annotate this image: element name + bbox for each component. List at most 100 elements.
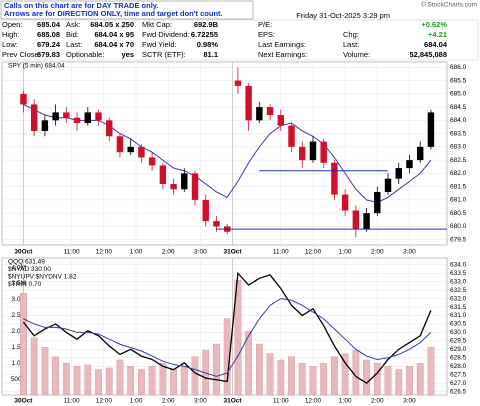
volume-bar [406,366,413,396]
field-value: 684.04 x 95 [94,30,134,39]
candle-body [63,112,70,118]
panel-legend: $NYUPV:$NYDNV 1.82 [8,274,77,281]
plot-area [1,61,448,246]
y-tick-label: 1.5M [12,344,26,351]
note: Arrows are for DIRECTION ONLY, time and … [4,9,223,18]
y-tick-label: 680.5 [450,210,467,217]
y-tick-label: 626.5 [450,388,467,395]
x-tick-label: 3:00 [403,398,416,405]
volume-bar [148,366,156,396]
y-tick-label: 628.0 [450,363,467,370]
field-value: 679.24 [37,40,61,49]
x-tick-label: 1:00 [339,249,352,256]
x-tick-label: 11:00 [64,249,80,256]
field-value: 684.04 [424,40,448,49]
y-tick-label: 682.0 [450,170,467,177]
x-tick-label: 2:00 [162,249,175,256]
volume-bar [223,318,231,396]
field-label: Fwd Dividend: [142,30,190,39]
field-value: 692.9B [194,20,219,29]
y-tick-label: 1.0M [12,360,26,367]
volume-bar [245,331,252,396]
candle-body [427,112,435,147]
panel-legend: $NYAD 330.00 [8,266,51,273]
field-label: Last: [66,40,82,49]
x-tick-label: 3:00 [194,398,207,405]
y-tick-label: 631.0 [450,312,467,319]
volume-bar [116,359,124,396]
field-value: yes [121,50,134,59]
note-box [0,0,254,20]
y-tick-label: 629.5 [450,338,467,345]
candle-body [116,136,124,153]
field-label: Fwd Yield: [142,40,177,49]
candle-body [395,168,402,179]
candle-body [341,194,349,211]
y-tick-label: 679.5 [450,236,467,243]
candle-body [331,162,338,195]
volume-bar [127,366,135,396]
volume-bar [73,366,81,396]
candle-body [127,146,134,153]
x-tick-label: 2:00 [371,398,384,405]
candle-body [352,210,360,230]
panel-legend: QQQ 631.49 [8,259,45,266]
candle-body [30,104,38,131]
candle-body [416,146,424,161]
field-value: 685.04 [37,20,61,29]
x-tick-label: 12:00 [96,398,113,405]
volume-bar [288,356,295,396]
field-value: 684.05 x 250 [90,20,134,29]
candle-body [309,141,317,161]
field-value: 6.72255 [191,30,218,39]
candle-body [202,199,209,222]
y-tick-label: 633.0 [450,278,467,285]
y-tick-label: 682.5 [450,157,467,164]
x-tick-label: 12:00 [96,249,113,256]
field-value: 679.83 [37,50,60,59]
date: Friday 31-Oct-2025 3:29 pm [296,11,390,20]
candle-body [374,191,381,214]
candle-body [41,120,49,131]
y-tick-label: 630.5 [450,321,467,328]
field-value: 684.04 x 70 [94,40,134,49]
volume-bar [427,347,435,396]
candle-body [320,141,327,163]
y-tick-label: 3.5M [12,280,26,287]
volume-bar [363,359,370,396]
candle-body [148,157,156,166]
field-label: Bid: [66,30,79,39]
y-tick-label: 3.0M [12,296,26,303]
field-value: 52,845,088 [409,50,447,59]
field-value: 81.1 [203,50,218,59]
volume-bar [331,356,338,396]
y-tick-label: 632.0 [450,295,467,302]
volume-bar [298,362,306,396]
y-tick-label: 685.0 [450,91,467,98]
y-tick-label: 632.5 [450,287,467,294]
x-tick-label: 11:00 [273,249,289,256]
x-tick-label: 30Oct [14,249,33,256]
x-tick-label: 11:00 [273,398,289,405]
candle-body [138,146,145,158]
x-tick-label: 31Oct [224,249,243,256]
y-tick-label: 681.5 [450,183,467,190]
y-tick-label: 500K [11,376,27,383]
y-tick-label: 681.0 [450,197,467,204]
price-panel: 679.5 680.0 680.5 681.0 681.5 682.0 682.5 683.0… [1,61,467,256]
y-tick-label: 4.0M [12,264,26,271]
candle-body [95,112,102,121]
candle-body [159,165,167,184]
x-tick-label: 31Oct [224,398,243,405]
volume-bar [191,356,199,396]
field-label: Mkt Cap: [142,20,172,29]
candle-body [288,125,295,147]
y-tick-label: 629.0 [450,346,467,353]
candle-body [277,115,285,126]
volume-bar [30,337,38,396]
field-label: P/E: [258,20,272,29]
candle-body [191,173,199,200]
y-tick-label: 633.5 [450,270,467,277]
x-tick-label: 1:00 [339,398,352,405]
